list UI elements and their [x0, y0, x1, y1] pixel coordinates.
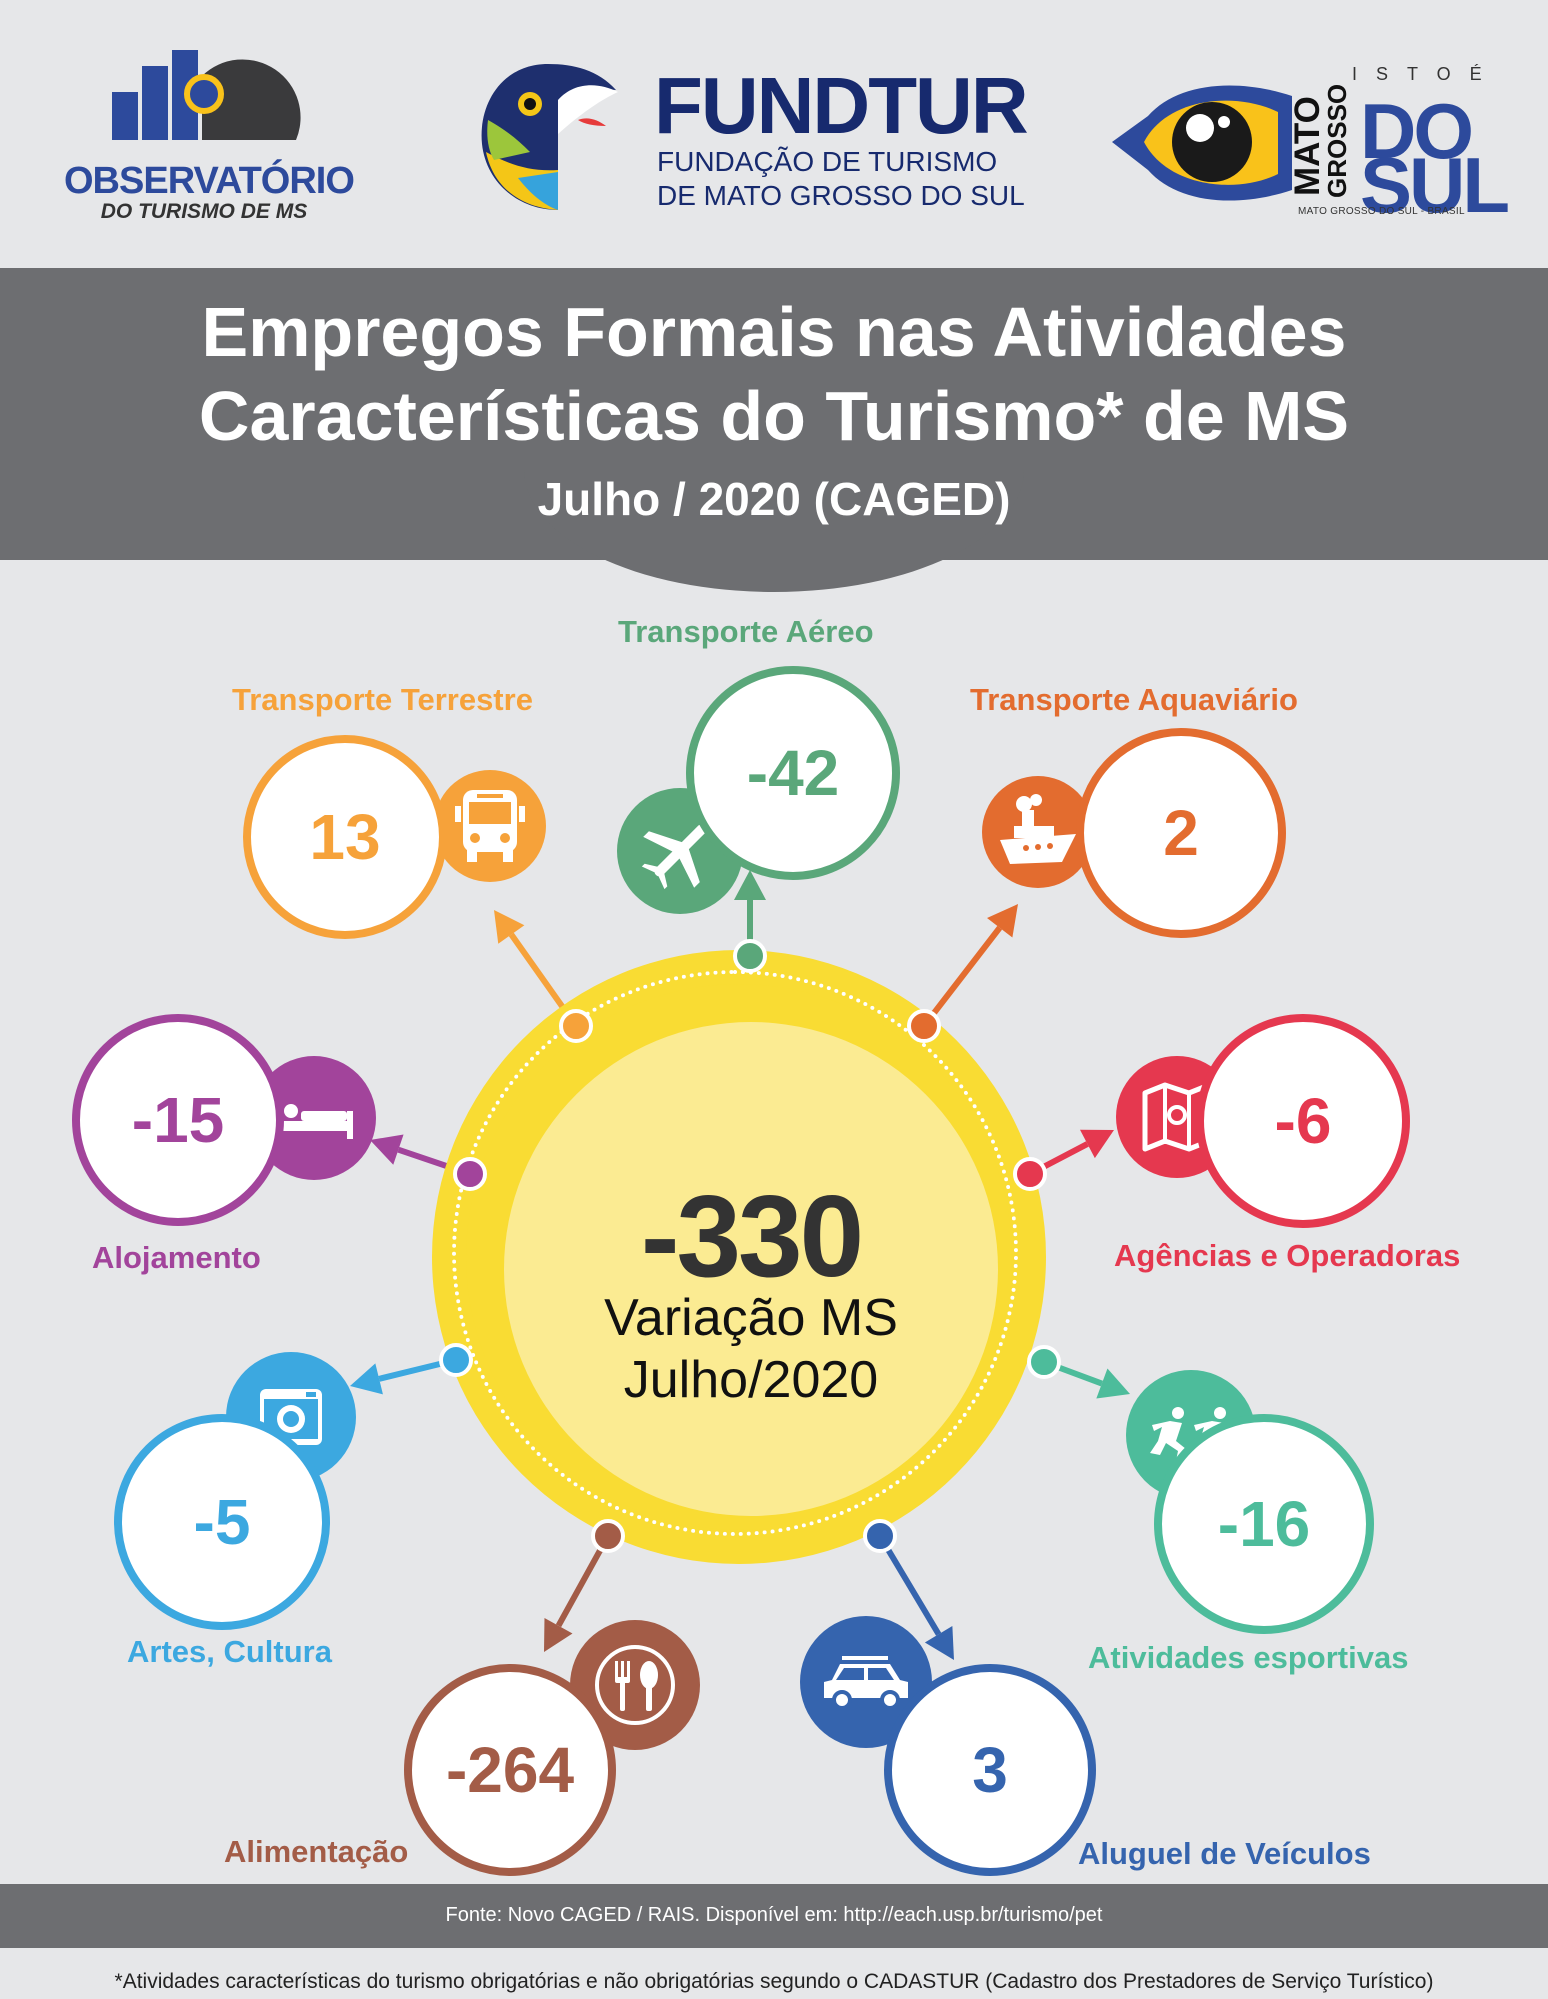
- arrowhead-alojamento: [370, 1134, 404, 1165]
- alimentacao-label: Alimentação: [224, 1834, 409, 1869]
- ship-icon: [1000, 794, 1076, 864]
- artes-cultura-label: Artes, Cultura: [127, 1634, 332, 1669]
- alojamento-label: Alojamento: [92, 1240, 261, 1275]
- ms-bottom-text: MATO GROSSO DO SUL - BRASIL: [1298, 206, 1465, 217]
- ring-dot-alojamento: [453, 1157, 487, 1191]
- bed-icon: [275, 1099, 353, 1139]
- subtitle: Julho / 2020 (CAGED): [537, 473, 1011, 525]
- arrowhead-transporte-aereo: [734, 870, 766, 900]
- transporte-aquaviario-value: 2: [1076, 728, 1286, 938]
- ring-dot-transporte-aereo: [733, 939, 767, 973]
- ring-dot-artes-cultura: [439, 1343, 473, 1377]
- ship-icon-circle: [982, 776, 1094, 888]
- car-icon-circle: [800, 1616, 932, 1748]
- ring-dot-transporte-terrestre: [559, 1009, 593, 1043]
- footer-source: Fonte: Novo CAGED / RAIS. Disponível em:…: [445, 1904, 1103, 1926]
- transporte-terrestre-value: 13: [243, 735, 447, 939]
- transporte-terrestre-label: Transporte Terrestre: [232, 682, 533, 717]
- center-circle-inner: [504, 1022, 998, 1516]
- title-line-2: Características do Turismo* de MS: [198, 377, 1350, 455]
- alimentacao-value: -264: [404, 1664, 616, 1876]
- toucan-icon: [481, 64, 618, 210]
- arrowhead-aluguel-veiculos: [924, 1626, 954, 1660]
- transporte-aereo-label: Transporte Aéreo: [618, 614, 874, 649]
- title-line-1: Empregos Formais nas Atividades: [201, 293, 1347, 371]
- car-icon: [824, 1656, 908, 1710]
- bus-icon-circle: [434, 770, 546, 882]
- aluguel-veiculos-label: Aluguel de Veículos: [1078, 1836, 1371, 1871]
- agencias-operadoras-label: Agências e Operadoras: [1114, 1238, 1461, 1273]
- aluguel-veiculos-value: 3: [884, 1664, 1096, 1876]
- fundtur-subtitle-2: DE MATO GROSSO DO SUL: [657, 180, 1025, 211]
- fundtur-subtitle-1: FUNDAÇÃO DE TURISMO: [657, 146, 998, 177]
- transporte-aereo-value: -42: [686, 666, 900, 880]
- arrowhead-atividades-esportivas: [1096, 1368, 1130, 1399]
- ring-dot-alimentacao: [591, 1519, 625, 1553]
- bus-icon: [455, 790, 525, 862]
- atividades-esportivas-label: Atividades esportivas: [1088, 1640, 1409, 1675]
- ms-istoe-text: ISTOÉ: [1352, 64, 1501, 84]
- arrowhead-artes-cultura: [350, 1363, 383, 1395]
- connector-line-aluguel-veiculos: [877, 1534, 942, 1636]
- artes-cultura-value: -5: [114, 1414, 330, 1630]
- ring-dot-agencias-operadoras: [1013, 1157, 1047, 1191]
- observatorio-title: OBSERVATÓRIO: [64, 160, 355, 202]
- arrowhead-alimentacao: [544, 1618, 573, 1652]
- transporte-aquaviario-label: Transporte Aquaviário: [970, 682, 1298, 717]
- eye-icon: [1112, 85, 1292, 201]
- total-variation-label-2: Julho/2020: [623, 1351, 879, 1409]
- observatorio-chart-icon: [112, 50, 301, 140]
- ms-sul-text: SUL: [1360, 141, 1510, 229]
- airplane-icon: [641, 824, 707, 890]
- ring-dot-transporte-aquaviario: [907, 1009, 941, 1043]
- observatorio-subtitle: DO TURISMO DE MS: [100, 200, 308, 223]
- ring-dot-aluguel-veiculos: [863, 1519, 897, 1553]
- ring-dot-atividades-esportivas: [1027, 1345, 1061, 1379]
- ms-do-text: DO: [1360, 87, 1474, 175]
- fundtur-name: FUNDTUR: [654, 61, 1029, 150]
- alojamento-value: -15: [72, 1014, 284, 1226]
- fork-spoon-icon: [595, 1645, 675, 1725]
- footnote: *Atividades características do turismo o…: [114, 1970, 1434, 1993]
- arrowhead-agencias-operadoras: [1080, 1129, 1114, 1159]
- agencias-operadoras-value: -6: [1196, 1014, 1410, 1228]
- arrowhead-transporte-aquaviario: [987, 904, 1018, 938]
- atividades-esportivas-value: -16: [1154, 1414, 1374, 1634]
- arrowhead-transporte-terrestre: [494, 910, 525, 944]
- center-circle-dotted-ring: [452, 970, 1018, 1536]
- connector-line-transporte-aquaviario: [921, 925, 1003, 1028]
- total-variation-label-1: Variação MS: [604, 1289, 898, 1347]
- footer-band: [0, 1884, 1548, 1948]
- total-variation-value: -330: [640, 1171, 864, 1301]
